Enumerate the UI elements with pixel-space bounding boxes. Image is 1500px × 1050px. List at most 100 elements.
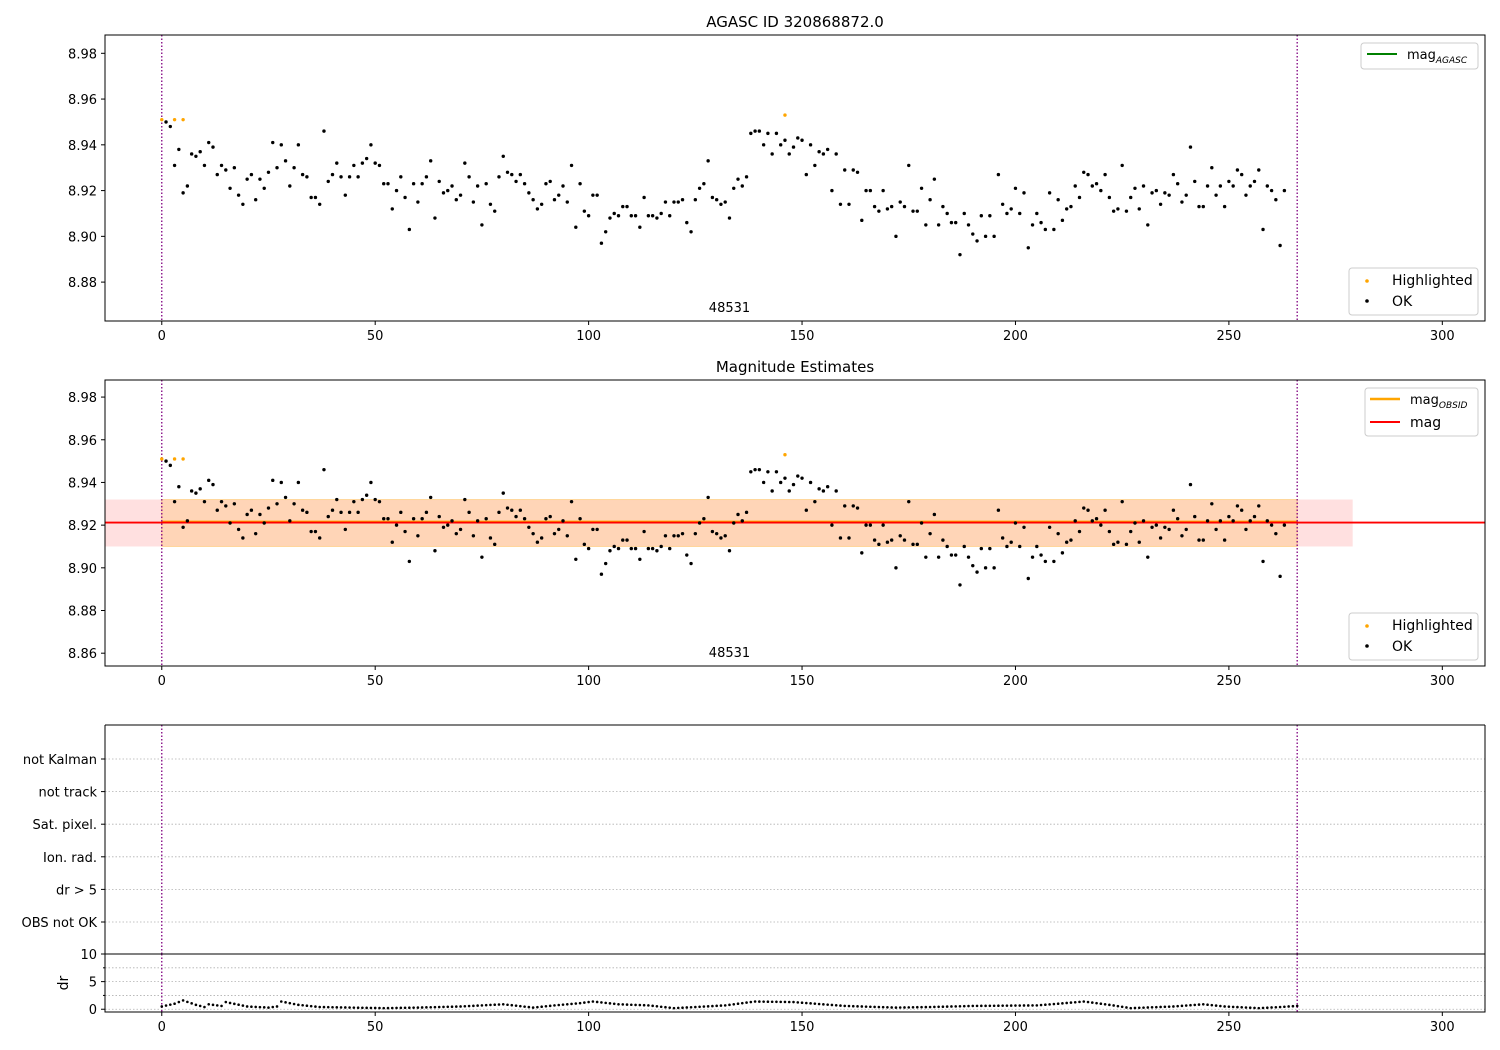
ok-point	[770, 489, 774, 493]
ok-point	[749, 131, 753, 136]
ok-point	[680, 531, 685, 536]
ok-point	[761, 143, 766, 147]
ok-point	[1214, 527, 1218, 532]
ok-point	[407, 227, 412, 232]
ok-point	[369, 143, 373, 147]
axes-frame	[104, 34, 1486, 322]
ok-point	[326, 514, 330, 519]
ok-point	[732, 521, 736, 525]
ok-point	[420, 517, 424, 521]
flag-label: not track	[38, 786, 97, 801]
dr-point	[728, 1003, 731, 1007]
ok-point	[232, 166, 237, 170]
ok-point	[450, 184, 454, 188]
ok-point	[1180, 200, 1184, 204]
ok-point	[1124, 542, 1129, 547]
ok-point	[638, 557, 642, 561]
dr-point	[467, 1004, 471, 1008]
dr-point	[749, 1000, 753, 1004]
dr-point	[775, 1000, 778, 1004]
ok-point	[493, 209, 497, 213]
dr-point	[284, 1001, 287, 1004]
dr-point	[1150, 1006, 1154, 1009]
ok-point	[889, 204, 894, 209]
ok-point	[505, 170, 510, 174]
ok-point	[855, 506, 860, 510]
ok-point	[347, 175, 352, 179]
dr-point	[962, 1004, 966, 1008]
legend-label-highlighted: Highlighted	[1392, 618, 1473, 634]
ok-point	[808, 480, 813, 485]
dr-point	[587, 1000, 590, 1004]
ok-point	[433, 549, 437, 553]
ok-point	[983, 566, 988, 570]
ok-point	[177, 147, 181, 152]
ok-point	[612, 211, 616, 216]
legend-label-mag-obsid: magOBSID	[1410, 393, 1468, 411]
dr-point	[933, 1005, 936, 1009]
ok-point	[770, 152, 774, 156]
x-tick-label: 0	[158, 329, 166, 344]
panel4-ylabel: dr	[56, 975, 72, 990]
ok-point	[774, 470, 779, 474]
dr-point	[813, 1002, 817, 1005]
ok-point	[1052, 559, 1056, 564]
ok-point	[578, 517, 582, 521]
ok-point	[1154, 188, 1159, 193]
ok-point	[245, 177, 249, 181]
ok-point	[296, 480, 301, 485]
ok-point	[1039, 553, 1043, 557]
ok-point	[548, 514, 552, 519]
dr-point	[386, 1006, 390, 1010]
ok-point	[330, 172, 335, 177]
ok-point	[800, 476, 804, 480]
ok-point	[877, 209, 881, 213]
ok-point	[975, 570, 979, 574]
legend-label-ok: OK	[1392, 294, 1413, 310]
ok-point	[988, 214, 992, 218]
ok-point	[475, 519, 480, 523]
dr-point	[382, 1006, 386, 1010]
ok-point	[791, 145, 796, 149]
ok-point	[1094, 182, 1099, 186]
dr-point	[565, 1002, 569, 1006]
dr-point	[809, 1002, 812, 1005]
dr-point	[425, 1006, 428, 1009]
ok-point	[292, 166, 296, 170]
dr-point	[903, 1006, 906, 1009]
dr-point	[745, 1001, 748, 1004]
ok-point	[1163, 191, 1167, 195]
dr-point	[869, 1005, 872, 1009]
ok-point	[565, 200, 569, 204]
ok-point	[275, 166, 279, 170]
dr-point	[1155, 1005, 1158, 1009]
ok-point	[296, 143, 301, 147]
dr-point	[988, 1004, 992, 1008]
ok-point	[1150, 191, 1154, 195]
ok-point	[428, 495, 433, 500]
dr-point	[326, 1005, 330, 1009]
ok-point	[962, 211, 966, 216]
dr-point	[403, 1006, 407, 1010]
ok-point	[1043, 227, 1048, 232]
dr-point	[373, 1006, 377, 1010]
dr-point	[433, 1005, 437, 1009]
ok-point	[1231, 184, 1235, 188]
ok-point	[996, 508, 1001, 512]
dr-point	[463, 1004, 467, 1008]
ok-point	[335, 497, 339, 502]
ok-point	[1005, 544, 1009, 549]
ok-point	[335, 161, 339, 165]
ok-point	[441, 191, 446, 195]
ok-point	[1137, 207, 1141, 211]
dr-point	[676, 1006, 680, 1010]
ok-point	[864, 188, 868, 193]
ok-point	[1210, 502, 1214, 506]
x-tick-label: 50	[367, 1020, 384, 1035]
ok-point	[352, 499, 356, 504]
panel2-legend-upper: magOBSID mag	[1364, 387, 1479, 437]
dr-point	[1022, 1004, 1026, 1007]
x-tick-label: 200	[1003, 674, 1028, 689]
highlighted-point	[172, 457, 177, 461]
ok-point	[394, 188, 399, 193]
